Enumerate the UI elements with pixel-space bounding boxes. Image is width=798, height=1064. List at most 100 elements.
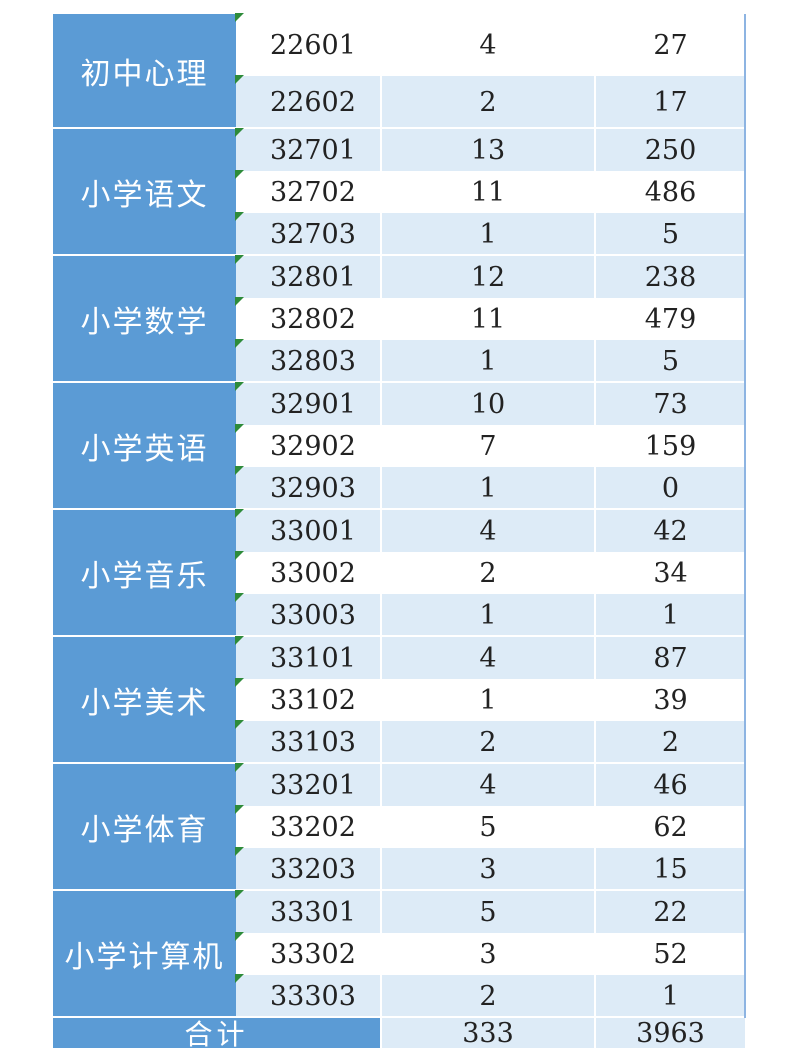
group-separator — [53, 254, 745, 256]
cell-comment-marker-icon — [235, 890, 244, 899]
table-row: 33303 2 1 — [235, 974, 745, 1017]
table-row: 33003 1 1 — [235, 593, 745, 636]
cell-comment-marker-icon — [235, 678, 244, 687]
table-row: 33301 5 22 — [235, 890, 745, 933]
position-code-cell: 32903 — [236, 467, 382, 509]
cell-comment-marker-icon — [235, 720, 244, 729]
positions-cell: 12 — [382, 256, 596, 298]
cell-comment-marker-icon — [235, 974, 244, 983]
positions-cell: 1 — [382, 594, 596, 636]
positions-cell: 7 — [382, 425, 596, 467]
positions-cell: 2 — [382, 721, 596, 763]
applicants-cell: 52 — [653, 938, 688, 970]
cell-comment-marker-icon — [235, 763, 244, 772]
position-code-cell: 32803 — [236, 340, 382, 382]
position-code-cell: 33002 — [236, 552, 382, 594]
applicants-cell: 42 — [653, 515, 688, 547]
position-code-cell: 22601 — [236, 14, 382, 76]
cell-comment-marker-icon — [235, 805, 244, 814]
table-row: 32703 1 5 — [235, 212, 745, 255]
table-row: 33102 1 39 — [235, 678, 745, 721]
table-row: 32702 11 486 — [235, 170, 745, 213]
subject-cell: 小学计算机 — [53, 891, 236, 1017]
position-code-cell: 33201 — [236, 764, 382, 806]
position-code-cell: 32702 — [236, 171, 382, 213]
applicants-cell: 1 — [661, 980, 680, 1012]
table-row: 33201 4 46 — [235, 763, 745, 806]
cell-comment-marker-icon — [235, 297, 244, 306]
cell-comment-marker-icon — [235, 170, 244, 179]
applicants-cell: 5 — [661, 218, 680, 250]
table-row: 32803 1 5 — [235, 339, 745, 382]
positions-cell: 2 — [382, 975, 596, 1017]
applicants-cell: 2 — [661, 726, 680, 758]
applicants-cell: 238 — [644, 261, 697, 293]
group-separator — [53, 127, 745, 129]
positions-cell: 1 — [382, 467, 596, 509]
applicants-cell: 62 — [653, 811, 688, 843]
applicants-cell: 15 — [653, 853, 688, 885]
position-code-cell: 33003 — [236, 594, 382, 636]
applicants-cell: 5 — [661, 345, 680, 377]
positions-cell: 13 — [382, 129, 596, 171]
total-label: 合计 — [53, 1018, 382, 1051]
positions-cell: 1 — [382, 340, 596, 382]
total-row: 合计 333 3963 — [53, 1018, 745, 1051]
table-row: 33101 4 87 — [235, 636, 745, 679]
position-code-cell: 33103 — [236, 721, 382, 763]
applicants-cell: 159 — [644, 430, 697, 462]
applicants-cell: 22 — [653, 896, 688, 928]
subject-cell: 小学语文 — [53, 129, 236, 255]
total-positions: 333 — [382, 1018, 596, 1049]
positions-cell: 10 — [382, 383, 596, 425]
table-row: 22602 2 17 — [235, 75, 745, 128]
subject-cell: 小学美术 — [53, 637, 236, 763]
applicants-cell: 73 — [653, 388, 688, 420]
position-code-cell: 33203 — [236, 848, 382, 890]
cell-comment-marker-icon — [235, 509, 244, 518]
table-row: 32801 12 238 — [235, 255, 745, 298]
group-separator — [53, 381, 745, 383]
position-code-cell: 32701 — [236, 129, 382, 171]
subject-cell: 小学音乐 — [53, 510, 236, 636]
position-code-cell: 33101 — [236, 637, 382, 679]
position-code-cell: 33102 — [236, 679, 382, 721]
applicants-cell: 17 — [653, 86, 688, 118]
applicants-cell: 39 — [653, 684, 688, 716]
positions-cell: 11 — [382, 298, 596, 340]
cell-comment-marker-icon — [235, 255, 244, 264]
applicants-cell: 479 — [644, 303, 697, 335]
position-code-cell: 32801 — [236, 256, 382, 298]
table-row: 32701 13 250 — [235, 128, 745, 171]
cell-comment-marker-icon — [235, 636, 244, 645]
position-code-cell: 33202 — [236, 806, 382, 848]
cell-comment-marker-icon — [235, 382, 244, 391]
table-row: 32901 10 73 — [235, 382, 745, 425]
table-row: 22601 4 27 — [235, 13, 745, 76]
positions-cell: 5 — [382, 891, 596, 933]
position-code-cell: 32703 — [236, 213, 382, 255]
subject-cell: 初中心理 — [53, 14, 236, 128]
applicants-cell: 34 — [653, 557, 688, 589]
group-separator — [53, 889, 745, 891]
position-code-cell: 33001 — [236, 510, 382, 552]
positions-cell: 4 — [382, 14, 596, 76]
subject-cell: 小学英语 — [53, 383, 236, 509]
positions-cell: 4 — [382, 510, 596, 552]
position-code-cell: 33303 — [236, 975, 382, 1017]
positions-cell: 5 — [382, 806, 596, 848]
table-row: 33202 5 62 — [235, 805, 745, 848]
group-separator — [53, 762, 745, 764]
position-code-cell: 32902 — [236, 425, 382, 467]
table-row: 32802 11 479 — [235, 297, 745, 340]
cell-comment-marker-icon — [235, 424, 244, 433]
applicants-cell: 486 — [644, 176, 697, 208]
position-code-cell: 32901 — [236, 383, 382, 425]
table-row: 33001 4 42 — [235, 509, 745, 552]
cell-comment-marker-icon — [235, 932, 244, 941]
positions-cell: 3 — [382, 848, 596, 890]
positions-cell: 11 — [382, 171, 596, 213]
table-row: 32903 1 0 — [235, 466, 745, 509]
positions-cell: 2 — [382, 76, 596, 128]
table-row: 33103 2 2 — [235, 720, 745, 763]
